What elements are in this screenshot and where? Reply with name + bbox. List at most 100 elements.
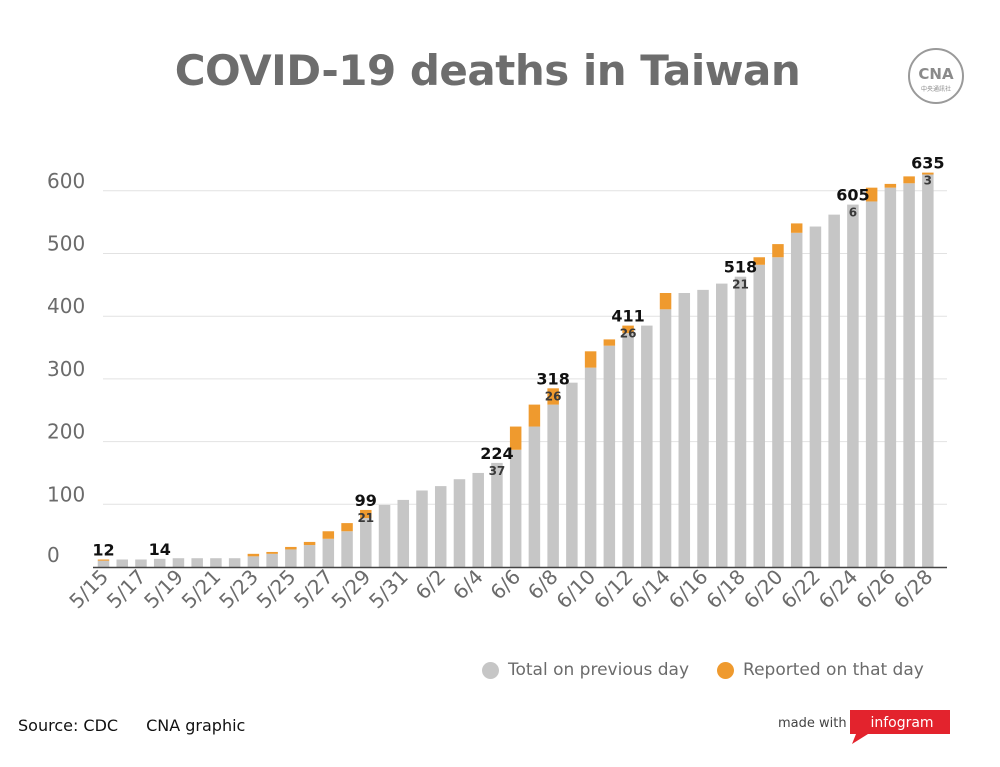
bar-total-6/19[interactable] (753, 264, 765, 567)
bar-reported-6/28[interactable] (922, 172, 934, 175)
bar-total-6/21[interactable] (790, 232, 803, 567)
bar-total-5/29[interactable] (360, 518, 372, 567)
bar-total-6/13[interactable] (641, 325, 653, 567)
x-tick-label: 5/25 (252, 565, 301, 614)
bar-total-5/16[interactable] (116, 559, 128, 567)
bar-total-6/14[interactable] (659, 309, 672, 567)
bar-total-6/3[interactable] (453, 479, 466, 567)
bar-total-6/26[interactable] (884, 187, 897, 568)
data-label-reported: 3 (924, 174, 932, 188)
infogram-badge[interactable]: infogram (846, 708, 952, 746)
data-label-total: 12 (92, 540, 114, 559)
bar-total-5/22[interactable] (228, 558, 241, 567)
bar-reported-6/25[interactable] (865, 187, 878, 202)
bar-reported-5/28[interactable] (341, 523, 353, 532)
bar-reported-5/24[interactable] (266, 551, 278, 554)
bar-total-6/6[interactable] (509, 449, 522, 567)
bar-total-6/18[interactable] (734, 276, 747, 567)
x-tick-label: 6/10 (551, 565, 600, 614)
bar-total-5/18[interactable] (153, 558, 166, 567)
data-label-total: 14 (149, 540, 171, 559)
x-tick-label: 6/24 (814, 565, 863, 614)
bar-total-6/8[interactable] (547, 404, 559, 567)
bar-reported-5/25[interactable] (285, 546, 297, 550)
bar-total-5/20[interactable] (191, 558, 203, 567)
bar-reported-6/19[interactable] (753, 257, 765, 265)
bar-total-6/20[interactable] (772, 257, 784, 567)
bar-total-6/9[interactable] (566, 382, 578, 567)
bar-total-5/23[interactable] (247, 556, 260, 567)
bar-total-5/17[interactable] (135, 559, 147, 567)
bar-total-5/30[interactable] (378, 504, 391, 567)
bar-reported-5/15[interactable] (97, 559, 110, 561)
bar-total-5/27[interactable] (322, 538, 335, 567)
data-label-total: 518 (724, 258, 757, 277)
bar-reported-6/8[interactable] (547, 388, 559, 405)
bar-total-6/15[interactable] (678, 293, 691, 567)
bar-reported-6/14[interactable] (659, 293, 672, 310)
data-label-reported: 26 (545, 389, 562, 403)
bar-total-5/26[interactable] (303, 545, 316, 567)
x-axis: 5/155/175/195/215/235/255/275/295/316/26… (64, 565, 947, 614)
bar-total-5/24[interactable] (266, 553, 278, 567)
bar-total-5/25[interactable] (285, 549, 297, 567)
bar-reported-6/21[interactable] (790, 223, 803, 233)
y-tick-label: 0 (47, 543, 60, 567)
bar-reported-6/12[interactable] (622, 325, 634, 334)
bar-total-6/17[interactable] (716, 283, 728, 567)
bar-total-5/28[interactable] (341, 531, 353, 567)
data-label-reported: 37 (489, 464, 506, 478)
bar-total-6/10[interactable] (584, 367, 597, 567)
bar-total-6/27[interactable] (903, 183, 915, 567)
x-tick-label: 6/22 (776, 565, 825, 614)
bar-total-6/4[interactable] (472, 472, 484, 567)
x-tick-label: 5/29 (327, 565, 376, 614)
bar-reported-6/7[interactable] (528, 404, 541, 427)
infogram-badge-text: infogram (870, 715, 933, 731)
svg-text:中央通訊社: 中央通訊社 (921, 85, 951, 93)
y-tick-label: 500 (47, 232, 85, 256)
bar-reported-5/29[interactable] (360, 509, 372, 519)
x-tick-label: 6/18 (701, 565, 750, 614)
bar-total-5/31[interactable] (397, 499, 410, 567)
gridlines (103, 190, 947, 505)
source-text: Source: CDC (18, 716, 119, 735)
bar-total-6/2[interactable] (434, 486, 447, 567)
bar-reported-6/27[interactable] (903, 176, 915, 184)
bar-total-5/15[interactable] (97, 560, 110, 567)
bar-total-6/1[interactable] (416, 490, 428, 567)
x-tick-label: 5/23 (214, 565, 263, 614)
bar-reported-6/10[interactable] (584, 351, 597, 368)
data-label-total: 605 (836, 186, 869, 205)
bar-total-6/28[interactable] (922, 174, 934, 568)
bar-total-6/23[interactable] (828, 214, 840, 567)
bar-total-5/21[interactable] (210, 558, 222, 567)
bar-total-6/11[interactable] (603, 345, 616, 567)
y-tick-label: 300 (47, 357, 85, 381)
legend-item-total[interactable]: Total on previous day (482, 660, 689, 680)
bar-total-6/24[interactable] (847, 204, 859, 567)
bar-total-6/12[interactable] (622, 333, 634, 567)
bar-total-6/5[interactable] (491, 462, 503, 567)
x-tick-label: 6/4 (448, 565, 488, 605)
bar-total-5/19[interactable] (172, 558, 185, 567)
bar-reported-6/20[interactable] (772, 244, 784, 258)
bar-reported-6/6[interactable] (509, 426, 522, 450)
bar-total-6/25[interactable] (865, 201, 878, 568)
bar-reported-5/26[interactable] (303, 541, 316, 546)
legend-item-reported[interactable]: Reported on that day (717, 660, 924, 680)
bar-reported-6/26[interactable] (884, 183, 897, 188)
bar-reported-5/23[interactable] (247, 553, 260, 557)
x-tick-label: 6/12 (589, 565, 638, 614)
bar-reported-6/11[interactable] (603, 339, 616, 346)
data-label-total: 224 (480, 444, 513, 463)
bar-reported-5/27[interactable] (322, 531, 335, 539)
chart-title: COVID-19 deaths in Taiwan (174, 46, 801, 95)
bar-total-6/16[interactable] (697, 289, 709, 567)
x-tick-label: 6/28 (889, 565, 938, 614)
bar-total-6/22[interactable] (809, 226, 822, 567)
bars (97, 172, 934, 568)
data-label-reported: 26 (620, 327, 637, 341)
bar-total-6/7[interactable] (528, 426, 541, 567)
